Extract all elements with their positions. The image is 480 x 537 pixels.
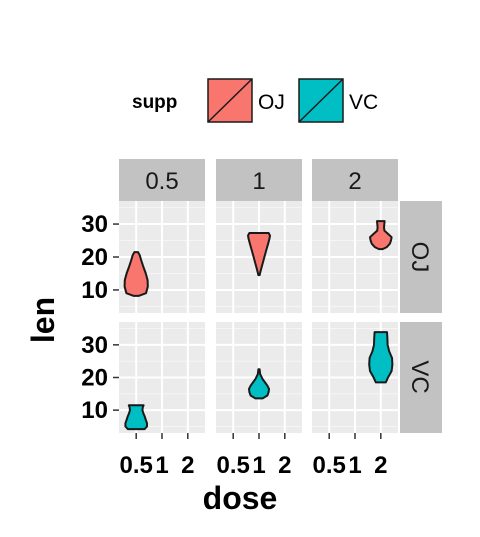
x-tick-label: 2 <box>278 452 291 479</box>
x-tick-label: 0.5 <box>217 452 250 479</box>
x-tick-label: 1 <box>348 452 361 479</box>
panel-OJ-2 <box>312 201 398 313</box>
x-tick-label: 1 <box>155 452 168 479</box>
legend-title: supp <box>132 92 177 113</box>
strip-col-2 <box>312 159 398 201</box>
violin-OJ-0.5 <box>123 251 149 297</box>
legend-label-vc: VC <box>349 91 378 114</box>
legend-key-oj <box>207 78 253 123</box>
strip-col-1-label: 1 <box>252 168 265 195</box>
strip-row-oj <box>400 201 442 313</box>
x-axis-title: dose <box>203 480 278 516</box>
y-tick-label: 20 <box>81 244 108 271</box>
y-tick-label: 20 <box>81 365 108 392</box>
strip-col-0-5-label: 0.5 <box>145 168 178 195</box>
violin-OJ-2 <box>369 220 393 251</box>
strip-col-2-label: 2 <box>348 168 361 195</box>
column-strips: 0.5 1 2 <box>119 159 398 201</box>
y-tick-label: 10 <box>81 397 108 424</box>
x-tick-label: 0.5 <box>313 452 346 479</box>
x-tick-label: 1 <box>252 452 265 479</box>
strip-row-vc-label: VC <box>406 360 433 393</box>
facet-panels <box>119 201 398 433</box>
x-tick-label: 2 <box>374 452 387 479</box>
violin-VC-1 <box>248 368 270 400</box>
x-tick-label: 2 <box>181 452 194 479</box>
strip-row-oj-label: OJ <box>406 242 433 273</box>
violin-VC-2 <box>368 331 394 384</box>
y-tick-label: 30 <box>81 211 108 238</box>
y-tick-label: 10 <box>81 277 108 304</box>
y-tick-label: 30 <box>81 332 108 359</box>
legend-key-vc <box>298 78 344 123</box>
y-axis-title: len <box>25 297 61 343</box>
row-strips: OJ VC <box>400 201 442 433</box>
violin-OJ-1 <box>247 232 271 277</box>
strip-col-0-5 <box>119 159 205 201</box>
legend: supp OJ VC <box>132 78 378 123</box>
x-tick-label: 0.5 <box>120 452 153 479</box>
legend-key-vc-slash <box>298 78 344 123</box>
strip-col-1 <box>216 159 302 201</box>
strip-row-vc <box>400 322 442 433</box>
legend-label-oj: OJ <box>258 91 285 114</box>
legend-key-oj-slash <box>207 78 253 123</box>
violin-VC-0.5 <box>124 404 148 431</box>
